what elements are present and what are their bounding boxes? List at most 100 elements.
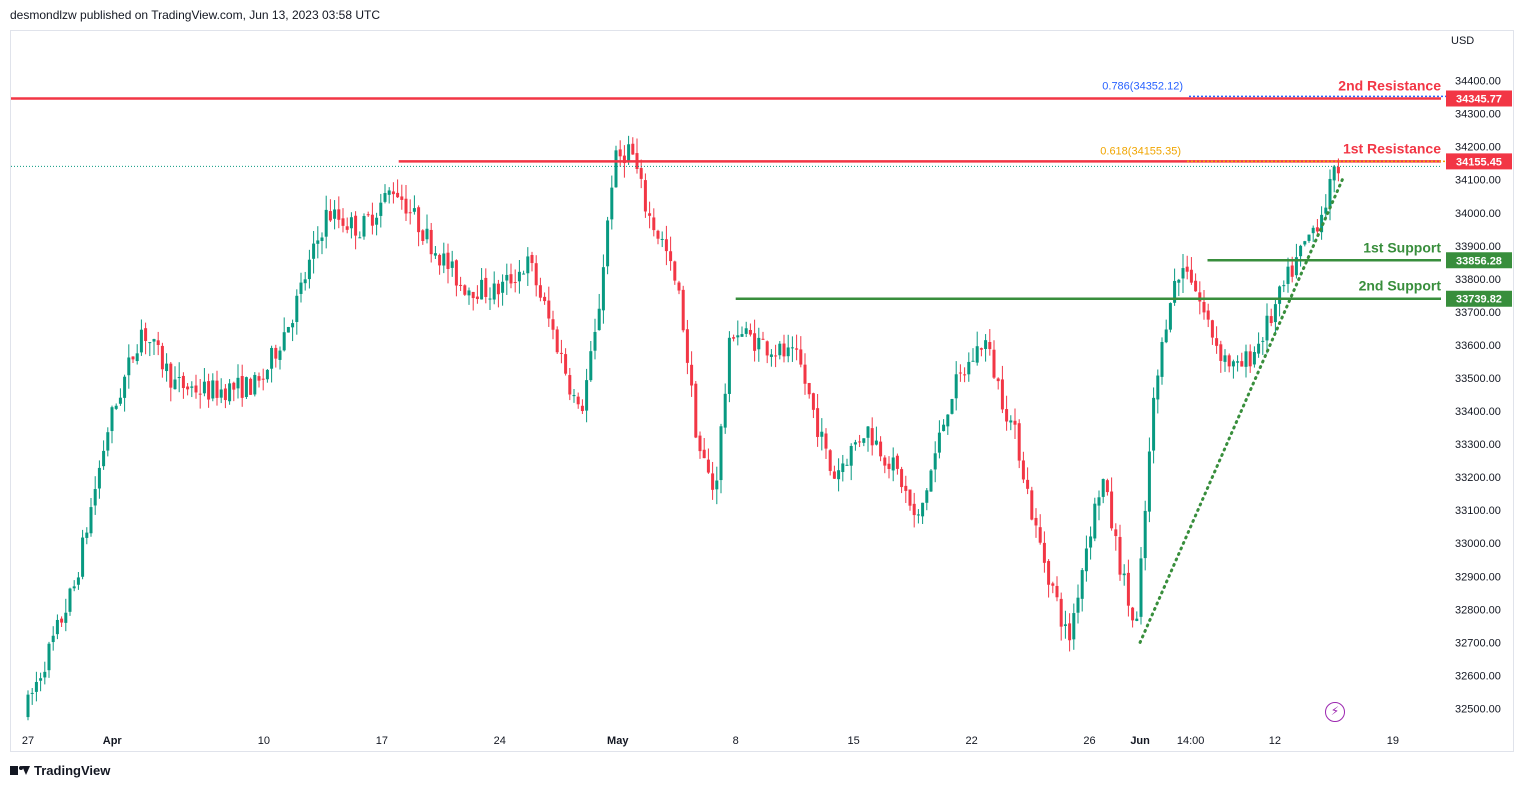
candle-body [202,381,206,394]
candle-body [1152,397,1156,451]
candle-body [706,459,710,473]
candle-body [93,489,97,506]
candle-body [1227,355,1231,367]
candle-body [1273,304,1277,323]
candle-body [1101,479,1105,497]
candle-body [408,212,412,214]
candle-body [152,339,156,342]
candle-body [496,283,500,295]
footer-brand[interactable]: TradingView [10,763,110,778]
candle-body [316,240,320,244]
price-chart[interactable]: USD 32500.00 32600.00 32700.00 32800.00 32900… [11,31,1515,753]
candle-body [597,308,601,331]
lightning-icon[interactable]: ⚡ [1325,702,1345,722]
candle-body [160,345,164,370]
y-tick-label: 32800.00 [1455,604,1501,616]
candle-body [387,190,391,195]
candle-body [849,445,853,466]
level-name: 2nd Support [1359,278,1442,294]
y-tick-label: 34400.00 [1455,76,1501,88]
candle-body [446,252,450,269]
candle-body [1286,266,1290,284]
candle-body [1105,480,1109,493]
candle-body [690,364,694,386]
candle-body [51,635,55,643]
candle-body [118,397,122,404]
level-price-tag [1446,290,1512,307]
candle-body [761,338,765,340]
x-tick-label: 12 [1269,735,1281,747]
candle-body [799,349,803,365]
candle-body [76,577,80,585]
level-name: 1st Resistance [1343,140,1441,156]
candle-body [1303,241,1307,245]
candle-body [929,470,933,492]
candle-body [879,441,883,457]
candle-body [1315,227,1319,232]
candle-body [47,643,51,671]
candle-body [1206,310,1210,320]
candle-body [257,376,261,381]
y-tick-label: 33200.00 [1455,472,1501,484]
candle-body [97,467,101,489]
candle-body [736,335,740,338]
candle-body [249,378,253,395]
currency-label: USD [1451,35,1474,47]
candle-body [904,485,908,491]
candle-body [286,326,290,333]
candle-body [643,180,647,212]
candle-body [790,347,794,349]
candle-body [337,209,341,220]
candle-body [173,379,177,390]
candle-body [190,386,194,388]
candle-body [786,347,790,357]
candle-body [837,470,841,480]
level-name: 1st Support [1363,239,1441,255]
candle-body [198,393,202,395]
candle-body [303,279,307,284]
level-price-tag [1446,252,1512,269]
candle-body [135,353,139,362]
candle-body [673,261,677,281]
candle-body [1147,451,1151,512]
candle-body [572,395,576,397]
x-tick-label: 24 [494,735,506,747]
candle-body [127,357,131,376]
candle-body [1000,379,1004,410]
candle-body [454,260,458,286]
candle-body [1244,351,1248,367]
y-tick-label: 32900.00 [1455,571,1501,583]
candle-body [39,678,43,681]
candle-body [769,354,773,357]
candle-body [1231,361,1235,367]
candle-body [702,449,706,459]
candle-body [484,277,488,297]
x-tick-label: 10 [258,735,270,747]
candle-body [795,348,799,350]
candle-body [400,196,404,200]
candle-body [64,612,68,623]
candle-body [782,343,786,357]
candle-body [219,389,223,398]
candle-body [984,340,988,349]
candle-body [715,480,719,490]
candle-body [971,360,975,362]
y-tick-label: 32700.00 [1455,637,1501,649]
candle-body [144,328,148,341]
candle-body [1030,490,1034,520]
candle-body [1261,340,1265,342]
chart-frame[interactable]: USD 32500.00 32600.00 32700.00 32800.00 32900… [10,30,1514,752]
candle-body [1059,598,1063,627]
candle-body [345,226,349,230]
candle-body [1173,280,1177,303]
candle-body [618,149,622,157]
candle-body [1210,320,1214,338]
y-tick-label: 33100.00 [1455,505,1501,517]
candle-body [883,457,887,466]
candle-body [677,282,681,291]
candle-body [1240,361,1244,367]
candle-body [866,426,870,438]
candle-body [450,261,454,268]
candle-body [744,328,748,334]
y-tick-label: 33500.00 [1455,373,1501,385]
